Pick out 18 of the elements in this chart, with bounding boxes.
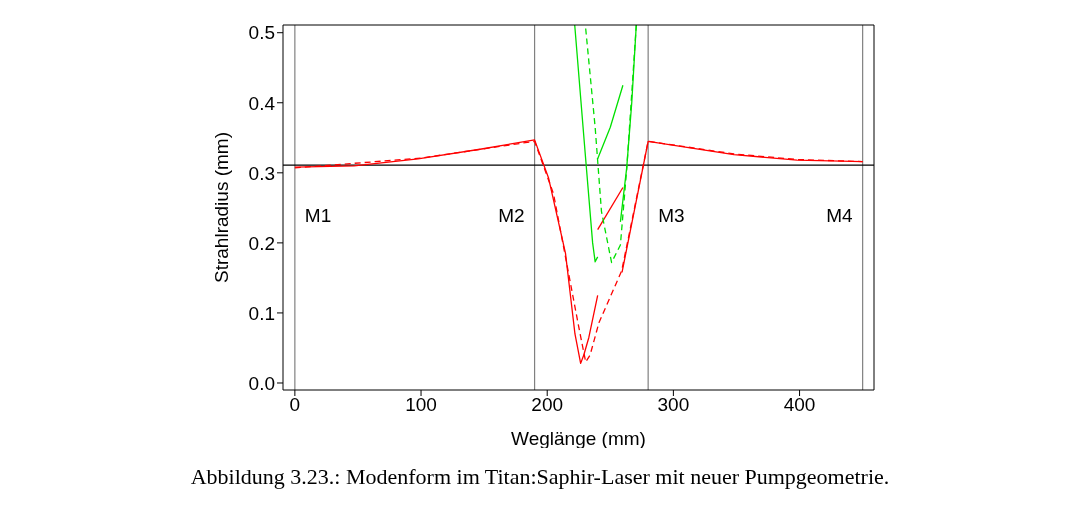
x-tick-label: 200 [531,394,564,416]
x-tick-label: 100 [405,394,437,416]
ref-line-label: M1 [304,205,332,227]
y-tick-label: 0.2 [248,232,275,254]
y-tick-label: 0.1 [248,302,275,324]
ref-line-label: M3 [658,205,685,227]
text: Abbildung 3.23.: Modenform im Titan:Saphir-Laser mit neuer Pumpgeometrie. [189,464,891,490]
y-tick-label: 0.3 [248,162,275,184]
y-tick-label: 0.0 [248,372,275,394]
x-tick-label: 300 [657,394,690,416]
line-series [574,25,599,263]
x-tick-label: 400 [783,394,816,416]
x-tick-label: 0 [289,394,301,416]
y-axis-title: Strahlradius (mm) [210,132,232,283]
ref-line-label: M4 [826,205,854,227]
ref-line-label: M2 [498,205,525,227]
y-tick-label: 0.4 [248,92,276,114]
y-tick-label: 0.5 [248,22,275,44]
